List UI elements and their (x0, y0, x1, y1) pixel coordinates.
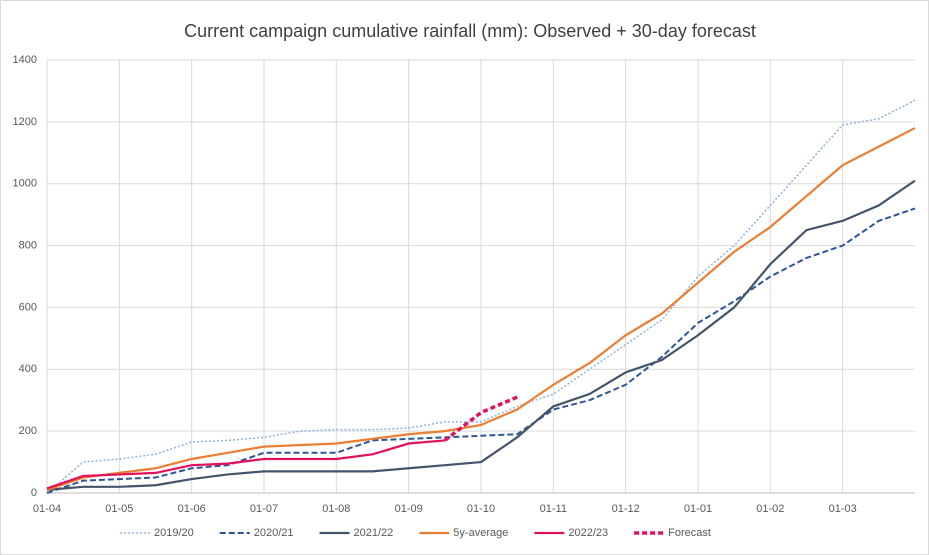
legend-label: 2021/22 (354, 527, 394, 539)
y-tick-label: 400 (19, 363, 37, 375)
x-tick-label: 01-01 (684, 503, 712, 515)
x-tick-label: 01-08 (322, 503, 350, 515)
x-tick-label: 01-04 (33, 503, 61, 515)
y-tick-label: 1400 (13, 54, 37, 66)
x-tick-label: 01-11 (540, 503, 567, 515)
y-tick-label: 1200 (13, 116, 37, 128)
x-tick-label: 01-03 (829, 503, 857, 515)
legend-label: Forecast (668, 527, 711, 539)
series-line (46, 127, 916, 491)
series-line (46, 207, 916, 494)
y-tick-label: 200 (19, 425, 37, 437)
x-tick-label: 01-02 (756, 503, 784, 515)
y-tick-label: 0 (31, 487, 37, 499)
x-tick-label: 01-07 (250, 503, 278, 515)
y-tick-label: 800 (19, 239, 37, 251)
y-tick-label: 600 (19, 301, 37, 313)
legend-label: 2020/21 (254, 527, 294, 539)
x-tick-label: 01-12 (612, 503, 640, 515)
x-tick-label: 01-06 (178, 503, 206, 515)
legend-label: 5y-average (453, 527, 508, 539)
chart-title: Current campaign cumulative rainfall (mm… (184, 21, 756, 41)
series-line (46, 99, 916, 494)
legend-label: 2019/20 (154, 527, 194, 539)
x-tick-label: 01-05 (105, 503, 133, 515)
series-line (46, 179, 916, 492)
x-tick-label: 01-09 (395, 503, 423, 515)
y-tick-label: 1000 (13, 178, 37, 190)
x-tick-label: 01-10 (467, 503, 495, 515)
series-line (46, 439, 445, 490)
legend-label: 2022/23 (568, 527, 608, 539)
